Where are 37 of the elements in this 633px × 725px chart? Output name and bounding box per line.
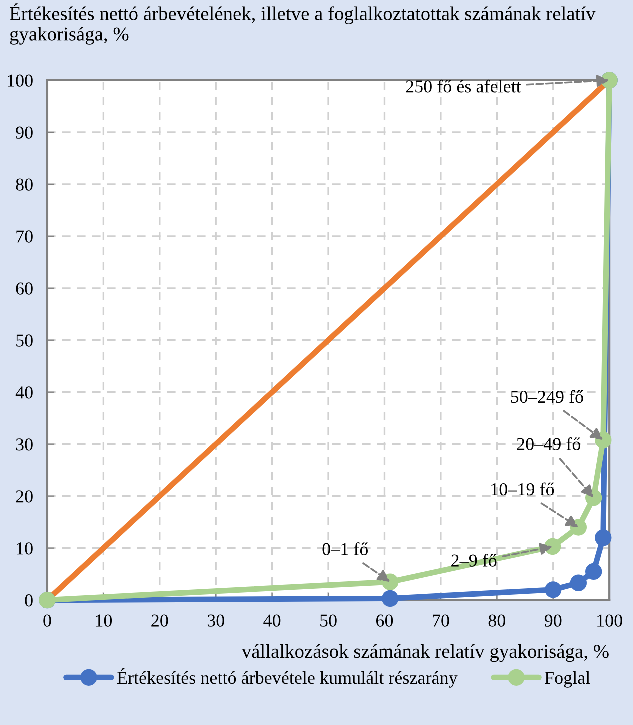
x-tick-label: 30 [208, 614, 224, 627]
y-tick-label: 0 [25, 594, 33, 607]
x-tick-label: 20 [152, 614, 168, 627]
legend-label: Foglal [545, 671, 590, 688]
annotation: 50–249 fő [511, 390, 584, 404]
x-tick-label: 70 [433, 614, 450, 627]
y-tick-label: 70 [16, 230, 33, 243]
x-tick-label: 50 [320, 614, 337, 627]
point [586, 563, 602, 580]
point [570, 574, 587, 592]
point [382, 590, 399, 608]
y-tick-label: 20 [16, 490, 33, 503]
x-tick-label: 80 [488, 614, 506, 627]
point [545, 582, 562, 598]
x-tick-label: 90 [544, 614, 562, 627]
annotation: 0–1 fő [322, 542, 368, 556]
legend-label: Értékesítés nettó árbevétele kumulált részarány [117, 668, 458, 688]
annotation: 10–19 fő [492, 482, 554, 496]
annotation: 2–9 fő [452, 554, 497, 567]
x-tick-label: 10 [96, 614, 112, 627]
y-tick-label: 90 [16, 126, 33, 139]
y-tick-label: 80 [16, 178, 33, 191]
point [595, 530, 612, 546]
x-tick-label: 0 [44, 614, 52, 627]
annotation: 20–49 fő [517, 438, 581, 450]
chart-title: Értékesítés nettó árbevételének, illetve a foglalkoztatottak számának relatív gyakorisága, % [10, 4, 596, 45]
x-tick-label: 100 [598, 614, 622, 627]
y-tick-label: 10 [17, 542, 33, 555]
x-tick-label: 40 [264, 614, 281, 627]
annotation: 250 fő és afelett [406, 80, 522, 93]
x-axis-title: vállalkozások számának relatív gyakorisága, % [242, 644, 609, 662]
y-tick-label: 100 [8, 74, 33, 87]
y-tick-label: 30 [16, 438, 33, 451]
y-tick-label: 50 [16, 334, 33, 347]
y-tick-label: 60 [16, 282, 33, 295]
x-tick-label: 60 [376, 614, 394, 627]
y-tick-label: 40 [16, 386, 33, 399]
